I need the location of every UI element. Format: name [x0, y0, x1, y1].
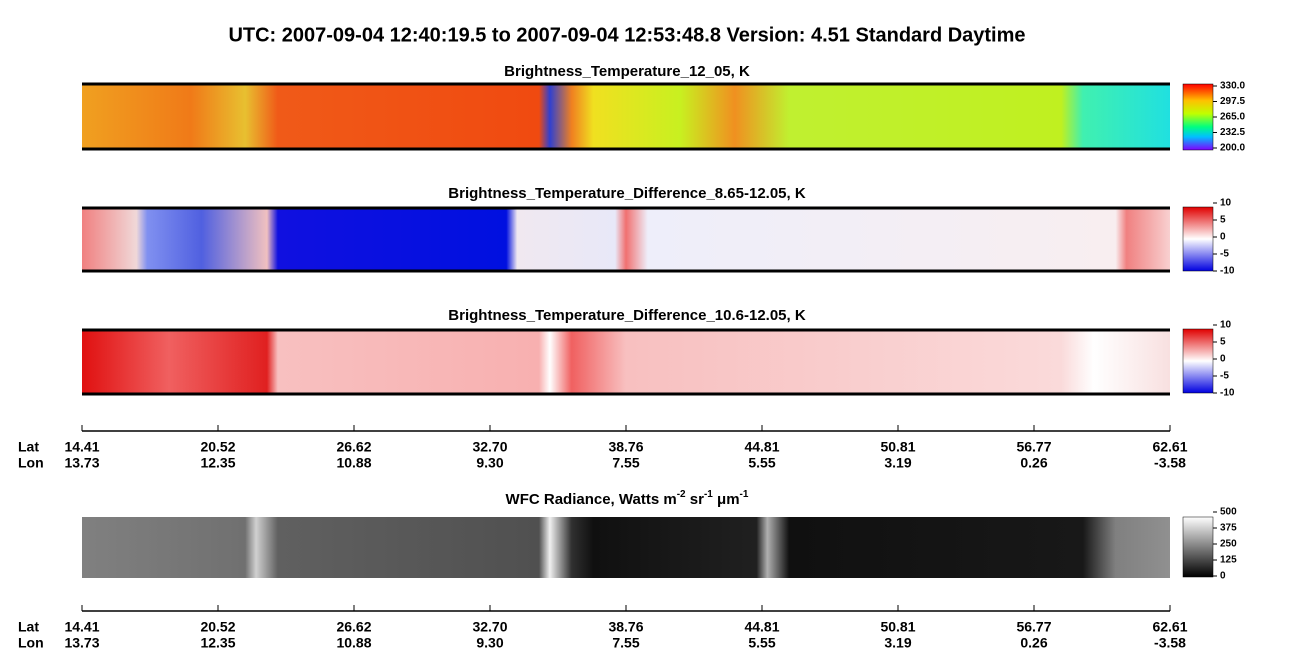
image-strip — [82, 330, 1170, 394]
colorbar — [1182, 516, 1214, 578]
colorbar-label: 375 — [1220, 523, 1237, 534]
colorbar-label: -10 — [1220, 388, 1235, 399]
colorbar-label: 250 — [1220, 539, 1237, 550]
lon-label: 13.73 — [64, 635, 99, 651]
lon-label: 10.88 — [336, 635, 371, 651]
superscript: -1 — [704, 489, 713, 500]
lat-label: 14.41 — [64, 439, 99, 455]
lon-label: 7.55 — [612, 635, 639, 651]
image-strip — [82, 84, 1170, 149]
lon-label: -3.58 — [1154, 455, 1186, 471]
panel-title: Brightness_Temperature_12_05, K — [504, 63, 750, 80]
lon-label: 5.55 — [748, 455, 775, 471]
lat-label: 50.81 — [880, 439, 915, 455]
lat-label: 20.52 — [200, 439, 235, 455]
colorbar-label: 0 — [1220, 354, 1226, 365]
colorbar-label: 500 — [1220, 507, 1237, 518]
colorbar-label: 0 — [1220, 571, 1226, 582]
lon-label: 9.30 — [476, 635, 503, 651]
colorbar-label: 10 — [1220, 198, 1232, 209]
lon-label: 3.19 — [884, 635, 911, 651]
colorbar-label: 232.5 — [1220, 127, 1245, 138]
lat-label: 56.77 — [1016, 439, 1051, 455]
panel-title: WFC Radiance, Watts m-2 sr-1 μm-1 — [506, 489, 749, 508]
lat-label: 44.81 — [744, 439, 779, 455]
lat-label: 38.76 — [608, 439, 643, 455]
lat-label: 32.70 — [472, 439, 507, 455]
lon-label: 3.19 — [884, 455, 911, 471]
lat-label: 44.81 — [744, 619, 779, 635]
superscript: -1 — [740, 489, 749, 500]
lat-row-label: Lat — [18, 439, 39, 455]
title-text: Brightness_Temperature_Difference_8.65-1… — [448, 185, 806, 202]
colorbar-label: -5 — [1220, 249, 1229, 260]
colorbar-label: 265.0 — [1220, 112, 1245, 123]
lon-row-label: Lon — [18, 635, 44, 651]
strip-edges — [82, 82, 1170, 396]
colorbar-label: -5 — [1220, 371, 1229, 382]
colorbar-label: 297.5 — [1220, 96, 1245, 107]
colorbar — [1182, 206, 1214, 272]
lat-label: 26.62 — [336, 439, 371, 455]
lon-label: 7.55 — [612, 455, 639, 471]
lon-label: 12.35 — [200, 635, 235, 651]
image-strip — [82, 208, 1170, 271]
lat-label: 38.76 — [608, 619, 643, 635]
lat-label: 32.70 — [472, 619, 507, 635]
lon-label: 0.26 — [1020, 635, 1047, 651]
lat-label: 26.62 — [336, 619, 371, 635]
lon-label: 10.88 — [336, 455, 371, 471]
colorbar — [1182, 83, 1214, 151]
lon-label: 9.30 — [476, 455, 503, 471]
colorbar-label: 330.0 — [1220, 81, 1245, 92]
title-text: μm — [713, 491, 740, 508]
lon-label: 13.73 — [64, 455, 99, 471]
lat-label: 56.77 — [1016, 619, 1051, 635]
lon-label: -3.58 — [1154, 635, 1186, 651]
colorbar-label: 0 — [1220, 232, 1226, 243]
lat-label: 62.61 — [1152, 619, 1187, 635]
lon-label: 5.55 — [748, 635, 775, 651]
lat-label: 50.81 — [880, 619, 915, 635]
lat-label: 62.61 — [1152, 439, 1187, 455]
colorbar-label: 5 — [1220, 337, 1226, 348]
image-strip — [82, 517, 1170, 578]
lat-label: 20.52 — [200, 619, 235, 635]
colorbar-label: 125 — [1220, 555, 1237, 566]
lat-row-label: Lat — [18, 619, 39, 635]
panel-title: Brightness_Temperature_Difference_8.65-1… — [448, 185, 806, 202]
colorbar-label: 5 — [1220, 215, 1226, 226]
panel-title: Brightness_Temperature_Difference_10.6-1… — [448, 307, 806, 324]
lon-label: 12.35 — [200, 455, 235, 471]
superscript: -2 — [677, 489, 686, 500]
colorbar-label: 200.0 — [1220, 143, 1245, 154]
title-text: WFC Radiance, Watts m — [506, 491, 677, 508]
colorbar — [1182, 328, 1214, 394]
page-title: UTC: 2007-09-04 12:40:19.5 to 2007-09-04… — [228, 24, 1025, 46]
title-text: Brightness_Temperature_Difference_10.6-1… — [448, 307, 806, 324]
colorbar-label: -10 — [1220, 266, 1235, 277]
title-text: sr — [686, 491, 705, 508]
lon-label: 0.26 — [1020, 455, 1047, 471]
colorbar-label: 10 — [1220, 320, 1232, 331]
lat-label: 14.41 — [64, 619, 99, 635]
lon-row-label: Lon — [18, 455, 44, 471]
title-text: Brightness_Temperature_12_05, K — [504, 63, 750, 80]
